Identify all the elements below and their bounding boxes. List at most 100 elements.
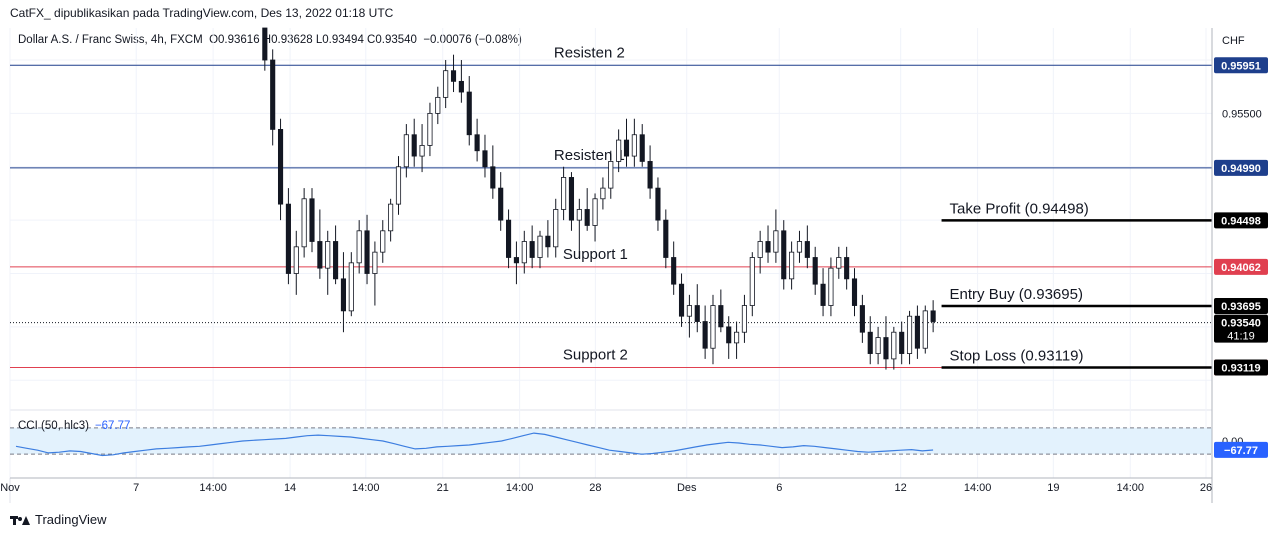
last-price-tag-bg [1214,314,1268,343]
candle-body [262,27,268,61]
candle-body [450,70,457,82]
candle-body [631,134,637,157]
candle-body [726,326,732,344]
candle-body [922,310,928,349]
candle-body [427,112,433,146]
time-tick-label: 14:00 [199,482,227,494]
candle-body [836,257,842,269]
candle-body [891,331,897,360]
cci-value-tag-bg [1214,441,1268,458]
trade-price-tag: 0.93695 [1221,301,1261,313]
candle-body [616,139,622,162]
cci-value-tag: −67.77 [1224,445,1258,457]
candle-body [356,230,362,264]
candle-body [906,315,913,354]
candle-body [309,198,315,242]
time-tick-label: 26 [1200,482,1212,494]
cci-band [10,427,1212,455]
candle-body [490,166,496,189]
level-price-tag: 0.94062 [1221,262,1261,274]
candle-body [458,80,464,93]
level-label: Resisten 2 [554,44,625,61]
candle-body [411,134,417,157]
candle-body [828,267,834,306]
candle-body [930,310,936,322]
horizontal-levels: Resisten 2 Resisten 1 Support 1 Support 2 Ta… [10,44,1212,369]
candle-body [765,241,771,253]
candle-body [899,331,905,354]
candle-body [789,251,795,280]
candle-body [608,161,614,189]
candle-body [812,257,818,285]
candle-body [403,134,409,168]
candle-body [686,305,692,317]
open-value: O0.93616 [209,34,260,46]
cci-value: −67.77 [94,420,131,432]
candle-body [301,198,307,248]
time-tick-label: 28 [589,482,601,494]
level-price-tag: 0.94990 [1221,163,1261,175]
candle-body [372,251,378,274]
cci-label: CCI (50, hlc3) [18,420,89,432]
candle-body [553,209,559,248]
candle-body [505,219,512,258]
candle-body [883,337,889,360]
level-price-tag-bg [1214,57,1268,74]
level-price-tag-bg [1214,159,1268,176]
candle-body [734,331,740,344]
candle-body [718,305,724,328]
cci-pane [10,427,1212,457]
candle-body [757,241,763,258]
candle-body [647,161,653,189]
level-price-tag: 0.95951 [1221,60,1261,72]
trade-price-tag-bg [1214,359,1268,376]
time-tick-label: 7 [133,482,139,494]
candle-body [333,241,339,280]
publish-info: CatFX_ dipublikasikan pada TradingView.c… [10,6,394,20]
candle-body [568,177,575,221]
cci-legend[interactable]: CCI (50, hlc3) −67.77 [18,420,130,432]
candle-body [388,203,394,232]
candle-body [781,230,787,280]
time-tick-label: 14:00 [506,482,534,494]
symbol-name[interactable]: Dollar A.S. / Franc Swiss, 4h, FXCM [18,34,203,46]
candle-body [773,230,779,253]
footer-brand: TradingView [35,512,107,527]
time-tick-label: Nov [0,482,20,494]
time-tick-label: 21 [437,482,449,494]
candle-body [537,235,543,258]
candle-body [545,235,551,248]
axes: Nov 7 14:00 14 14:00 21 14:00 28 Des 6 12 14:00 19 14… [0,28,1268,503]
candle-body [474,134,480,152]
candle-body [639,134,645,162]
candle-body [678,283,685,317]
change-value: −0.00076 (−0.08%) [423,34,522,46]
time-tick-label: 12 [895,482,907,494]
level-label: Resisten 1 [554,147,625,164]
time-tick-label: 19 [1047,482,1059,494]
candle-body [623,139,630,157]
candle-body [867,331,873,354]
candle-body [671,257,677,285]
candle-body [364,230,370,274]
last-price-tag: 0.93540 [1221,318,1261,330]
candle-body [600,187,606,200]
candle-body [820,283,826,306]
time-tick-label: 6 [776,482,782,494]
time-tick-label: 14:00 [1116,482,1144,494]
candle-body [348,262,354,312]
trade-level-label: Stop Loss (0.93119) [950,348,1084,365]
level-label: Support 1 [563,246,628,263]
low-value: L0.93494 [315,34,364,46]
level-label: Support 2 [563,347,628,364]
high-value: H0.93628 [262,34,313,46]
candle-body [859,305,865,333]
ohlc-legend: Dollar A.S. / Franc Swiss, 4h, FXCM O0.9… [18,34,522,46]
candle-body [380,230,386,253]
trade-price-tag: 0.93119 [1221,363,1260,375]
tradingview-footer[interactable]: TradingView [10,512,107,527]
level-price-tag-bg [1214,258,1268,275]
candle-body [521,241,527,264]
candle-body [435,96,441,114]
